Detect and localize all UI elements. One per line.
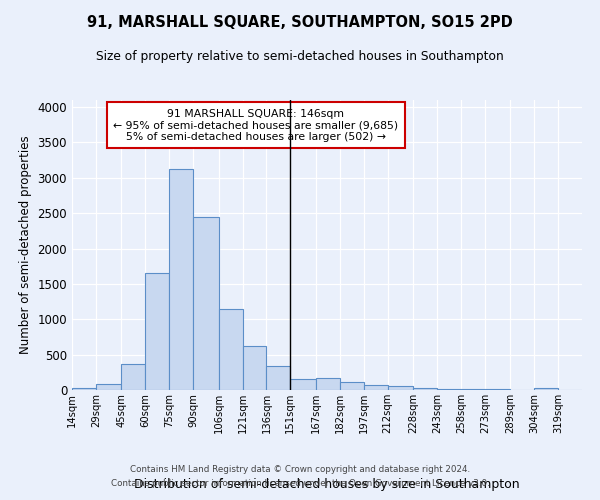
Bar [413, 388, 437, 390]
Text: Size of property relative to semi-detached houses in Southampton: Size of property relative to semi-detach… [96, 50, 504, 63]
Text: Contains HM Land Registry data © Crown copyright and database right 2024.
Contai: Contains HM Land Registry data © Crown c… [110, 466, 490, 487]
Bar [534, 388, 558, 390]
Bar [218, 310, 242, 390]
Bar [96, 384, 121, 390]
Bar [437, 388, 461, 390]
Y-axis label: Number of semi-detached properties: Number of semi-detached properties [19, 136, 32, 354]
Bar [72, 388, 96, 390]
Bar [340, 382, 364, 390]
Bar [266, 366, 290, 390]
Bar [145, 272, 169, 390]
Bar [364, 386, 388, 390]
Bar [316, 378, 340, 390]
Bar [193, 216, 218, 390]
Bar [121, 364, 145, 390]
Bar [388, 386, 413, 390]
Text: 91, MARSHALL SQUARE, SOUTHAMPTON, SO15 2PD: 91, MARSHALL SQUARE, SOUTHAMPTON, SO15 2… [87, 15, 513, 30]
Text: 91 MARSHALL SQUARE: 146sqm
← 95% of semi-detached houses are smaller (9,685)
5% : 91 MARSHALL SQUARE: 146sqm ← 95% of semi… [113, 108, 398, 142]
Bar [290, 378, 316, 390]
Bar [242, 346, 266, 390]
Bar [169, 170, 193, 390]
X-axis label: Distribution of semi-detached houses by size in Southampton: Distribution of semi-detached houses by … [134, 478, 520, 490]
